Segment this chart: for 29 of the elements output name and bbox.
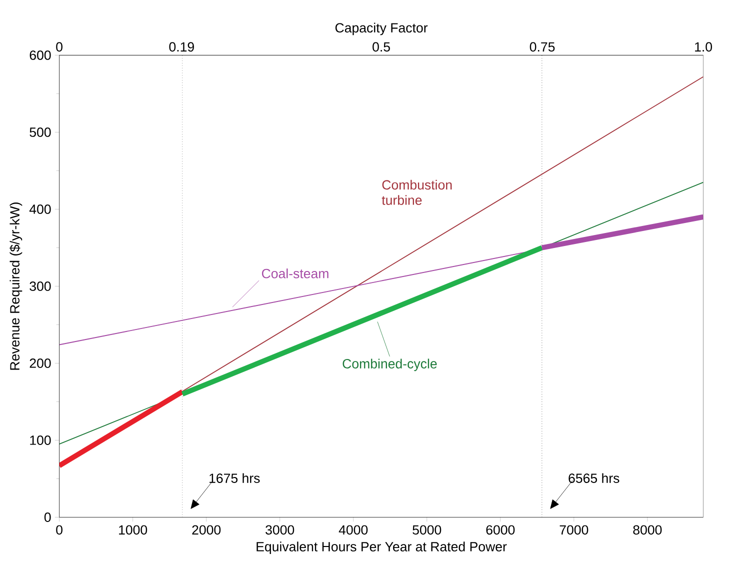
x2-tick-label: 1.0 [695,42,712,52]
series-label: Coal-steam [262,268,328,278]
y-tick-label: 200 [30,358,51,368]
x-tick-label: 3000 [266,525,294,535]
x-tick-label: 0 [56,525,62,535]
x-tick-label: 5000 [412,525,442,535]
x-axis-title: Equivalent Hours Per Year at Rated Power [256,542,507,554]
x2-tick-label: 0.19 [169,42,194,52]
ref-line-label: 6565 hrs [568,473,620,483]
ref-line-label: 1675 hrs [210,473,260,483]
y-tick-label: 300 [30,281,51,291]
y-axis-title: Revenue Required ($/yr-kW) [10,202,22,370]
x-tick-label: 2000 [192,525,221,535]
x2-tick-label: 0 [56,42,62,52]
x-tick-label: 1000 [119,525,148,535]
y-tick-label: 600 [30,50,51,60]
x2-axis-title: Capacity Factor [335,22,428,36]
x-tick-label: 6000 [486,525,515,535]
y-tick-label: 400 [29,204,51,214]
y-tick-label: 0 [44,512,51,522]
x2-tick-label: 0.75 [530,42,555,52]
y-tick-label: 100 [30,435,51,445]
x2-tick-label: 0.5 [372,42,390,52]
series-label: Combustion turbine [382,180,452,205]
x-tick-label: 8000 [633,525,662,535]
text: Combined-cycle [342,358,437,371]
y-tick-label: 500 [30,127,51,137]
x-tick-label: 4000 [338,525,368,535]
x-tick-label: 7000 [560,525,588,535]
